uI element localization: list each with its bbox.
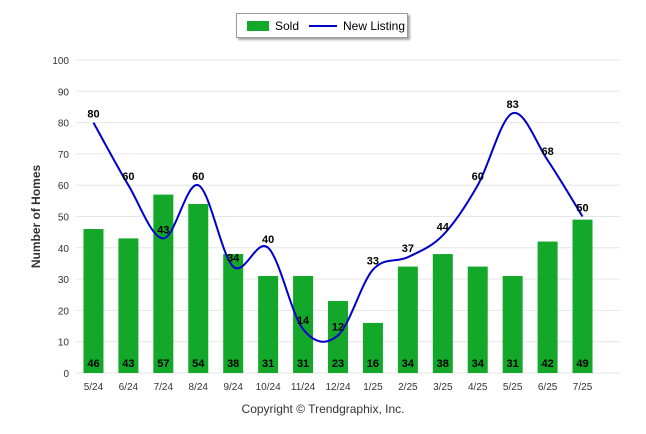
sold-bar: [258, 275, 279, 373]
x-tick-label: 6/25: [538, 382, 558, 393]
y-tick-label: 50: [58, 213, 70, 224]
y-tick-label: 100: [52, 56, 69, 67]
x-tick-label: 9/24: [223, 382, 243, 393]
sold-data-labels: 46 43 57 54 38 31 31 23 16 34 38 34 31 42 49: [87, 358, 588, 370]
legend-label-new-listing: New Listing: [343, 19, 406, 33]
new-listing-data-label: 68: [541, 146, 553, 158]
new-listing-data-labels: 80 60 43 60 34 40 14 12 33 37 44 60 83 68 50: [87, 99, 588, 333]
new-listing-path: [92, 112, 584, 343]
x-tick-label: 5/25: [503, 382, 523, 393]
sold-data-label: 49: [576, 358, 588, 370]
x-tick-label: 4/25: [468, 382, 488, 393]
y-tick-label: 70: [58, 150, 70, 161]
sold-bar: [83, 229, 104, 373]
new-listing-data-label: 60: [192, 171, 204, 183]
y-tick-label: 20: [58, 306, 70, 317]
sold-bar: [362, 322, 383, 373]
legend-swatch-new-listing: [309, 25, 337, 27]
sold-data-label: 43: [122, 358, 134, 370]
sold-data-label: 31: [297, 358, 309, 370]
new-listing-data-label: 14: [297, 315, 310, 327]
new-listing-data-label: 80: [87, 109, 99, 121]
new-listing-data-label: 40: [262, 234, 274, 246]
x-tick-label: 12/24: [325, 382, 350, 393]
sold-data-label: 23: [332, 358, 344, 370]
sold-bar: [397, 266, 418, 373]
sold-data-label: 42: [541, 358, 553, 370]
sold-bar: [118, 238, 139, 373]
x-tick-label: 8/24: [189, 382, 209, 393]
new-listing-data-label: 60: [472, 171, 484, 183]
y-tick-label: 60: [58, 181, 70, 192]
legend-label-sold: Sold: [275, 19, 300, 33]
sold-bar: [293, 275, 314, 373]
x-tick-label: 11/24: [291, 382, 316, 393]
y-axis-label: Number of Homes: [29, 165, 43, 269]
sold-bar: [537, 241, 558, 373]
new-listing-data-label: 43: [157, 224, 169, 236]
sold-data-label: 31: [262, 358, 274, 370]
legend: Sold New Listing: [236, 13, 408, 38]
new-listing-data-label: 44: [437, 221, 450, 233]
x-tick-label: 5/24: [84, 382, 104, 393]
new-listing-data-label: 33: [367, 256, 379, 268]
x-tick-label: 3/25: [433, 382, 453, 393]
y-tick-label: 80: [58, 119, 70, 130]
new-listing-data-label: 83: [507, 99, 519, 111]
y-tick-labels: 0 10 20 30 40 50 60 70 80 90 100: [52, 56, 69, 380]
new-listing-data-label: 12: [332, 321, 344, 333]
x-tick-label: 2/25: [398, 382, 418, 393]
sold-data-label: 16: [367, 358, 379, 370]
sold-data-label: 57: [157, 358, 169, 370]
y-tick-label: 40: [58, 244, 70, 255]
x-tick-label: 6/24: [119, 382, 139, 393]
sold-data-label: 38: [437, 358, 449, 370]
y-tick-label: 90: [58, 87, 70, 98]
y-tick-label: 30: [58, 275, 70, 286]
sold-data-label: 34: [402, 358, 415, 370]
legend-item-sold[interactable]: Sold: [247, 19, 299, 33]
x-tick-label: 10/24: [256, 382, 281, 393]
sold-data-label: 46: [87, 358, 99, 370]
sold-bar: [502, 275, 523, 373]
sold-bar: [572, 219, 593, 373]
sold-bar: [328, 301, 348, 373]
sold-data-label: 54: [192, 358, 205, 370]
y-tick-label: 0: [63, 369, 69, 380]
new-listing-line: [92, 112, 584, 343]
x-tick-label: 1/25: [363, 382, 383, 393]
legend-item-new-listing[interactable]: New Listing: [309, 19, 405, 33]
new-listing-data-label: 50: [576, 203, 588, 215]
y-tick-label: 10: [58, 338, 70, 349]
new-listing-data-label: 34: [227, 253, 240, 265]
sold-data-label: 31: [507, 358, 519, 370]
x-tick-labels: 5/24 6/24 7/24 8/24 9/24 10/24 11/24 12/24 1/25 2…: [84, 382, 593, 393]
copyright-footer: Copyright © Trendgraphix, Inc.: [241, 402, 405, 416]
sold-data-label: 34: [472, 358, 485, 370]
new-listing-data-label: 60: [122, 171, 134, 183]
sold-bar: [432, 254, 453, 373]
sold-bar: [153, 194, 174, 373]
x-tick-label: 7/24: [154, 382, 174, 393]
sold-bar: [223, 254, 244, 373]
sold-bar: [467, 266, 488, 373]
sold-data-label: 38: [227, 358, 239, 370]
sold-bar: [188, 203, 209, 373]
legend-swatch-sold: [247, 21, 269, 31]
x-tick-label: 7/25: [573, 382, 593, 393]
new-listing-data-label: 37: [402, 243, 414, 255]
sold-bars: [83, 194, 593, 373]
